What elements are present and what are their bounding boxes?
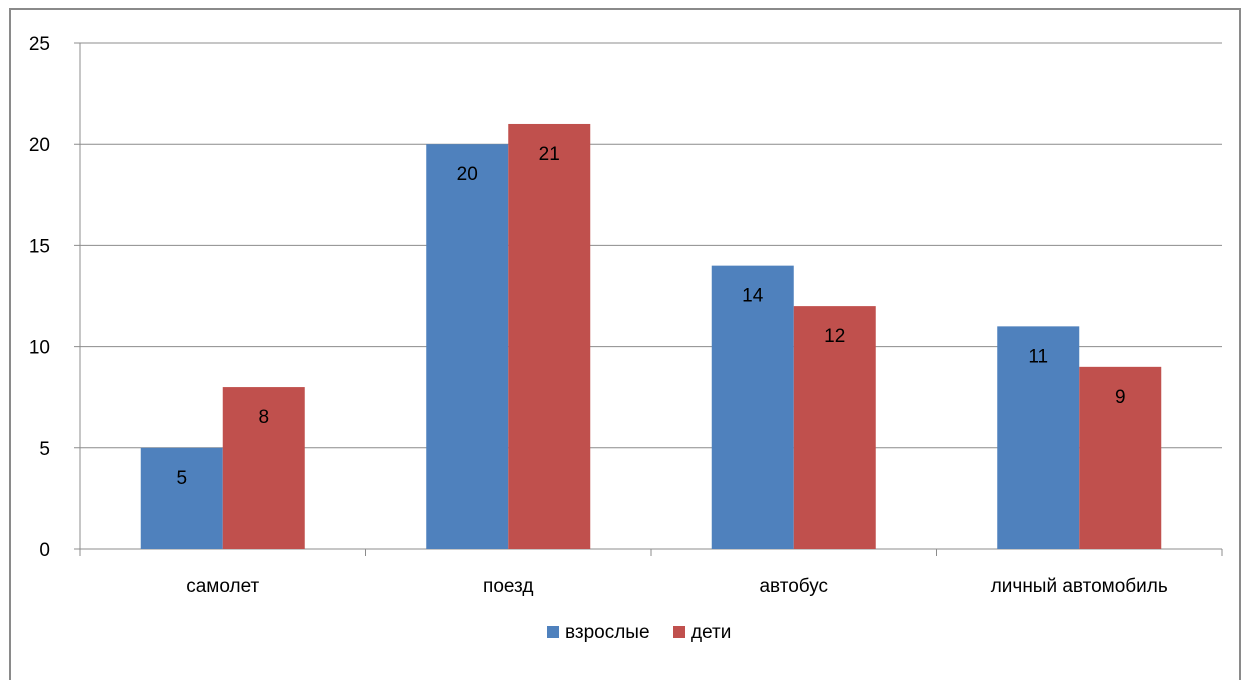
legend-swatch-взрослые [547, 626, 559, 638]
bar-дети [508, 123, 591, 550]
bar-взрослые [711, 265, 794, 549]
y-tick-label: 20 [29, 135, 50, 156]
y-tick-label: 25 [29, 34, 50, 55]
x-category-label: автобус [759, 576, 828, 597]
legend-swatch-дети [673, 626, 685, 638]
bar-дети [793, 306, 876, 549]
data-label: 14 [742, 286, 764, 307]
data-label: 21 [539, 144, 560, 165]
data-label: 11 [1028, 346, 1048, 367]
legend-label: дети [691, 622, 731, 643]
bar-дети [222, 387, 305, 549]
y-tick-label: 10 [29, 338, 50, 359]
legend-label: взрослые [565, 622, 650, 643]
x-category-label: поезд [483, 576, 533, 597]
bar-взрослые [997, 326, 1080, 549]
x-category-label: личный автомобиль [991, 576, 1168, 597]
x-category-label: самолет [186, 576, 259, 597]
data-label: 12 [824, 326, 845, 347]
bar-дети [1079, 366, 1162, 549]
data-label: 5 [176, 468, 187, 489]
data-label: 8 [258, 407, 269, 428]
data-label: 20 [457, 164, 478, 185]
data-label: 9 [1115, 387, 1126, 408]
bar-взрослые [426, 144, 509, 549]
y-tick-label: 15 [29, 236, 50, 257]
y-tick-label: 0 [39, 540, 50, 561]
y-tick-label: 5 [39, 439, 50, 460]
chart-frame [9, 8, 1241, 680]
bar-взрослые [140, 447, 223, 549]
